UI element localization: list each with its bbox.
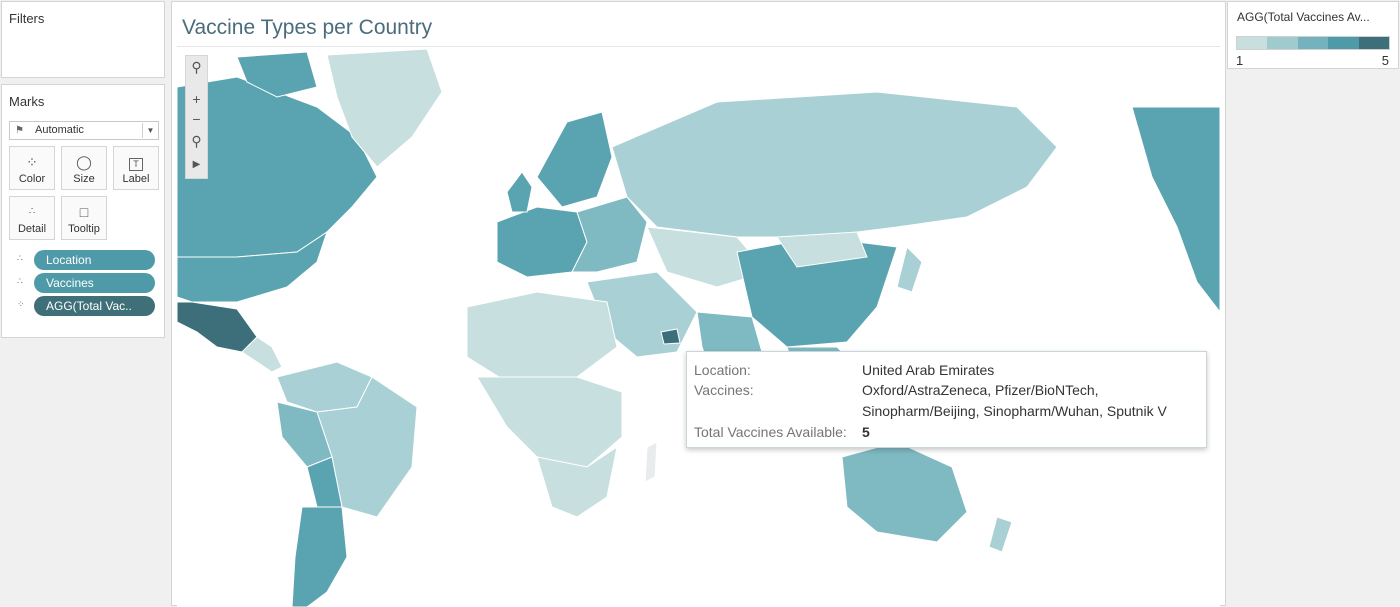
- detail-button[interactable]: ∴ Detail: [9, 196, 55, 240]
- region-argentina[interactable]: [291, 506, 348, 607]
- region-central-america[interactable]: [241, 336, 283, 373]
- region-mongolia[interactable]: [776, 231, 868, 268]
- legend-swatch-5: [1358, 37, 1390, 49]
- label-button[interactable]: T Label: [113, 146, 159, 190]
- region-scandinavia[interactable]: [536, 111, 613, 208]
- tooltip-vaccines-line1: Oxford/AstraZeneca, Pfizer/BioNTech,: [862, 382, 1099, 398]
- region-alaska-right[interactable]: [1131, 106, 1220, 313]
- speech-bubble-icon: □: [79, 204, 89, 220]
- search-icon[interactable]: ⚲: [191, 59, 202, 75]
- play-icon[interactable]: ▶: [192, 159, 201, 170]
- page-title: Vaccine Types per Country: [182, 16, 433, 39]
- legend-swatch-1: [1237, 37, 1268, 49]
- chevron-down-icon: ▼: [142, 123, 158, 138]
- tooltip-total-value: 5: [862, 424, 870, 440]
- region-madagascar[interactable]: [644, 441, 658, 483]
- region-eastern-europe[interactable]: [571, 196, 648, 273]
- detail-icon: ∴: [17, 253, 23, 263]
- color-button[interactable]: ⁘ Color: [9, 146, 55, 190]
- region-usa[interactable]: [177, 230, 328, 303]
- legend-swatch-4: [1328, 37, 1359, 49]
- mark-type-value: Automatic: [35, 124, 84, 136]
- region-australia[interactable]: [841, 441, 968, 543]
- region-new-zealand[interactable]: [988, 516, 1013, 553]
- region-kazakhstan[interactable]: [646, 226, 768, 288]
- marks-title: Marks: [9, 94, 45, 109]
- location-pill[interactable]: Location: [34, 250, 155, 270]
- color-icon: ⁘: [26, 154, 38, 170]
- color-icon: ⁘: [17, 299, 24, 309]
- region-central-africa[interactable]: [476, 376, 623, 468]
- region-north-africa[interactable]: [466, 291, 618, 383]
- tooltip-button[interactable]: □ Tooltip: [61, 196, 107, 240]
- tooltip-vaccines-line2: Sinopharm/Beijing, Sinopharm/Wuhan, Sput…: [862, 403, 1167, 419]
- size-icon: ◯: [76, 154, 92, 170]
- region-western-europe[interactable]: [496, 206, 588, 278]
- region-russia[interactable]: [611, 91, 1058, 238]
- marks-card: Marks ⚑ Automatic ▼ ⁘ Color ◯ Size T Lab…: [1, 84, 165, 338]
- zoom-in-icon[interactable]: +: [192, 91, 201, 107]
- tooltip-location-value: United Arab Emirates: [862, 362, 995, 378]
- region-southern-africa[interactable]: [536, 445, 618, 518]
- legend-max: 5: [1381, 53, 1389, 68]
- detail-icon: ∴: [28, 206, 36, 217]
- world-map[interactable]: [177, 47, 1220, 607]
- zoom-out-icon[interactable]: −: [192, 111, 201, 127]
- color-legend[interactable]: AGG(Total Vaccines Av... 1 5: [1227, 1, 1399, 69]
- title-divider: [177, 46, 1220, 47]
- filters-shelf[interactable]: Filters: [1, 1, 165, 78]
- size-button-label: Size: [73, 173, 95, 185]
- world-map-svg: [177, 48, 1220, 607]
- label-button-label: Label: [122, 173, 150, 185]
- color-button-label: Color: [18, 173, 46, 185]
- region-uk[interactable]: [506, 171, 533, 213]
- legend-min: 1: [1236, 53, 1244, 68]
- map-view: Vaccine Types per Country: [171, 1, 1226, 607]
- region-arctic-islands[interactable]: [236, 51, 318, 98]
- region-uae[interactable]: [660, 328, 681, 345]
- legend-title: AGG(Total Vaccines Av...: [1237, 10, 1370, 24]
- region-greenland[interactable]: [326, 48, 443, 168]
- tooltip-location-label: Location:: [694, 362, 751, 378]
- tooltip-total-label: Total Vaccines Available:: [694, 424, 847, 440]
- filters-title: Filters: [9, 11, 45, 26]
- region-japan[interactable]: [896, 246, 923, 293]
- legend-color-ramp: [1236, 36, 1390, 50]
- region-mexico[interactable]: [177, 301, 258, 353]
- vaccines-pill[interactable]: Vaccines: [34, 273, 155, 293]
- label-icon: T: [114, 152, 158, 172]
- legend-swatch-3: [1297, 37, 1329, 49]
- tooltip-vaccines-label: Vaccines:: [694, 382, 754, 398]
- map-mark-icon: ⚑: [15, 125, 24, 136]
- detail-button-label: Detail: [17, 223, 47, 235]
- tooltip-button-label: Tooltip: [68, 223, 100, 235]
- map-tooltip: Location: United Arab Emirates Vaccines:…: [686, 351, 1207, 448]
- size-button[interactable]: ◯ Size: [61, 146, 107, 190]
- pin-icon[interactable]: ⚲: [191, 133, 202, 149]
- legend-swatch-2: [1267, 37, 1298, 49]
- detail-icon: ∴: [17, 276, 23, 286]
- total-vaccines-pill[interactable]: AGG(Total Vac..: [34, 296, 155, 316]
- map-toolbar: ⚲ + − ⚲ ▶: [185, 55, 208, 179]
- mark-type-dropdown[interactable]: ⚑ Automatic ▼: [9, 121, 159, 140]
